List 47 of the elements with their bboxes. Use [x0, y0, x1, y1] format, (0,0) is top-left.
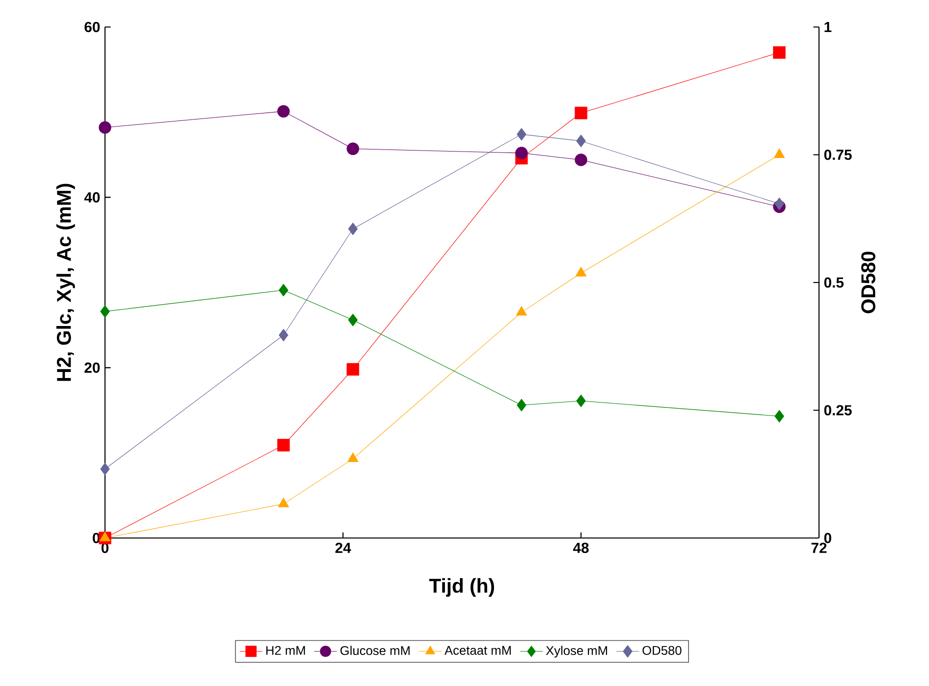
point	[346, 142, 360, 156]
point	[515, 146, 528, 160]
point	[100, 462, 110, 476]
point	[346, 363, 360, 376]
point	[574, 154, 588, 166]
x-tick-label: 48	[573, 542, 589, 554]
point	[277, 438, 290, 452]
point	[348, 222, 358, 236]
legend-label: OD580	[642, 646, 682, 655]
point	[348, 314, 358, 326]
y-tick-label: 60	[84, 22, 100, 32]
point	[278, 498, 289, 508]
legend-label: H2 mM	[266, 646, 305, 655]
point	[100, 305, 110, 318]
y2-tick-label: 0.25	[824, 405, 852, 416]
point	[773, 46, 786, 59]
y2-tick-label: 0.75	[824, 150, 852, 160]
point	[576, 266, 586, 276]
point	[774, 410, 784, 422]
x-tick-label: 24	[335, 542, 352, 553]
y2-axis-title: OD580	[861, 252, 876, 314]
point	[98, 121, 112, 134]
y-axis-title: H2, Glc, Xyl, Ac (mM)	[56, 184, 75, 381]
legend-label: Glucose mM	[340, 646, 410, 656]
y2-tick-label: 0	[824, 532, 832, 544]
point	[774, 198, 784, 210]
y2-tick-label: 0.5	[824, 277, 844, 288]
point	[576, 134, 586, 148]
legend-label: Xylose mM	[546, 646, 608, 658]
point	[278, 284, 288, 296]
y-tick-label: 20	[84, 362, 100, 373]
point	[574, 106, 588, 120]
point	[347, 452, 358, 462]
x-tick-label: 0	[102, 542, 108, 554]
y2-tick-label: 1	[824, 22, 832, 32]
legend-label: Acetaat mM	[444, 646, 511, 655]
point	[516, 128, 526, 141]
point	[576, 394, 586, 408]
point	[516, 398, 526, 412]
x-axis-title: Tijd (h)	[429, 578, 494, 597]
point	[277, 105, 290, 118]
point	[100, 532, 110, 542]
x-tick-label: 72	[812, 542, 827, 553]
point	[278, 328, 288, 342]
point	[516, 306, 527, 316]
point	[774, 148, 785, 158]
y-tick-label: 40	[84, 192, 100, 203]
